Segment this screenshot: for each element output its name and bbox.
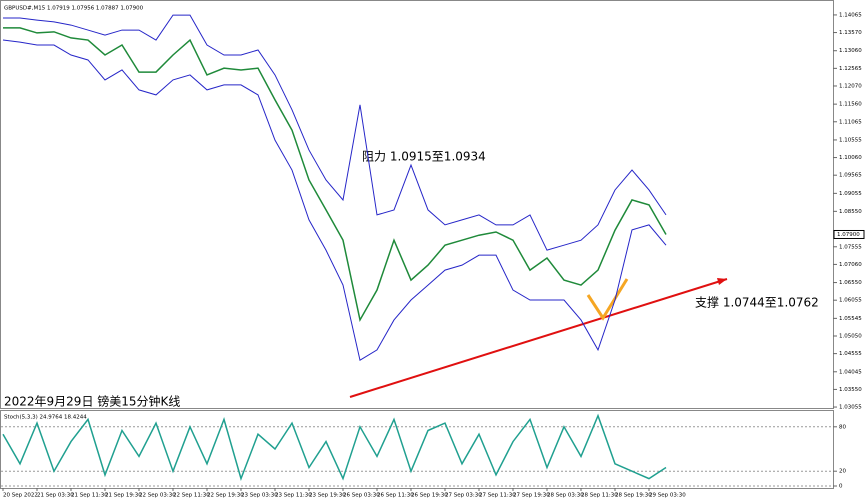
y-tick-label: 1.07060 bbox=[839, 262, 862, 268]
stoch-title: Stoch(5,3,3) 24.9764 18.4244 bbox=[4, 415, 87, 421]
y-tick-label: 1.04555 bbox=[839, 351, 862, 357]
x-tick-label: 28 Sep 19:30 bbox=[615, 493, 652, 499]
y-tick-label: 1.09055 bbox=[839, 191, 862, 197]
x-tick-label: 21 Sep 03:30 bbox=[37, 493, 74, 499]
y-tick-label: 1.10555 bbox=[839, 137, 862, 143]
x-tick-label: 27 Sep 19:30 bbox=[513, 493, 550, 499]
y-tick-label: 1.13570 bbox=[839, 30, 862, 36]
annotation: 2022年9月29日 镑美15分钟K线 bbox=[4, 394, 180, 409]
y-tick-label: 1.05545 bbox=[839, 316, 862, 322]
y-tick-label: 1.11560 bbox=[839, 102, 862, 108]
stoch-frame bbox=[0, 410, 834, 489]
y-tick-label: 1.12070 bbox=[839, 83, 862, 89]
y-tick-label: 1.07555 bbox=[839, 244, 862, 250]
annotation: 阻力 1.0915至1.0934 bbox=[362, 150, 486, 164]
x-tick-label: 28 Sep 11:30 bbox=[581, 493, 618, 499]
y-tick-label: 1.14065 bbox=[839, 12, 862, 18]
x-tick-label: 27 Sep 11:30 bbox=[479, 493, 516, 499]
y-tick-label: 20 bbox=[839, 469, 846, 475]
y-tick-label: 1.09565 bbox=[839, 173, 862, 179]
last-price-label: 1.07900 bbox=[837, 232, 860, 238]
x-tick-label: 23 Sep 03:30 bbox=[241, 493, 278, 499]
y-tick-label: 1.12565 bbox=[839, 66, 862, 72]
annotation: 支撑 1.0744至1.0762 bbox=[695, 295, 819, 310]
x-tick-label: 26 Sep 11:30 bbox=[377, 493, 414, 499]
y-tick-label: 1.08550 bbox=[839, 209, 862, 215]
trendline-arrow bbox=[717, 278, 727, 285]
series-line bbox=[3, 14, 667, 251]
series-line bbox=[2, 413, 667, 481]
x-tick-label: 26 Sep 19:30 bbox=[411, 493, 448, 499]
y-tick-label: 80 bbox=[839, 424, 846, 430]
v-marker bbox=[586, 278, 629, 321]
x-tick-label: 26 Sep 03:30 bbox=[343, 493, 380, 499]
series-line bbox=[2, 39, 667, 361]
x-tick-label: 28 Sep 03:30 bbox=[547, 493, 584, 499]
support-trendline bbox=[349, 278, 728, 398]
series-line bbox=[3, 27, 667, 323]
x-tick-label: 23 Sep 11:30 bbox=[275, 493, 312, 499]
x-tick-label: 20 Sep 2022 bbox=[3, 493, 38, 499]
y-tick-label: 1.04045 bbox=[839, 369, 862, 375]
chart-title: GBPUSD#,M15 1.07919 1.07956 1.07887 1.07… bbox=[4, 6, 144, 12]
x-tick-label: 21 Sep 11:30 bbox=[71, 493, 108, 499]
x-tick-label: 21 Sep 19:30 bbox=[105, 493, 142, 499]
y-tick-label: 0 bbox=[839, 484, 843, 490]
y-tick-label: 1.03550 bbox=[839, 387, 862, 393]
main-frame bbox=[0, 0, 834, 409]
y-tick-label: 1.06055 bbox=[839, 298, 862, 304]
y-tick-label: 1.03055 bbox=[839, 405, 862, 411]
y-tick-label: 1.06550 bbox=[839, 280, 862, 286]
x-tick-label: 27 Sep 03:30 bbox=[445, 493, 482, 499]
last-price-box bbox=[833, 229, 865, 239]
y-tick-label: 1.11065 bbox=[839, 119, 862, 125]
x-tick-label: 22 Sep 19:30 bbox=[207, 493, 244, 499]
y-tick-label: 1.13060 bbox=[839, 48, 862, 54]
x-tick-label: 22 Sep 03:30 bbox=[139, 493, 176, 499]
x-tick-label: 22 Sep 11:30 bbox=[173, 493, 210, 499]
x-tick-label: 29 Sep 03:30 bbox=[649, 493, 686, 499]
x-tick-label: 23 Sep 19:30 bbox=[309, 493, 346, 499]
y-tick-label: 1.05050 bbox=[839, 333, 862, 339]
y-tick-label: 1.10060 bbox=[839, 155, 862, 161]
